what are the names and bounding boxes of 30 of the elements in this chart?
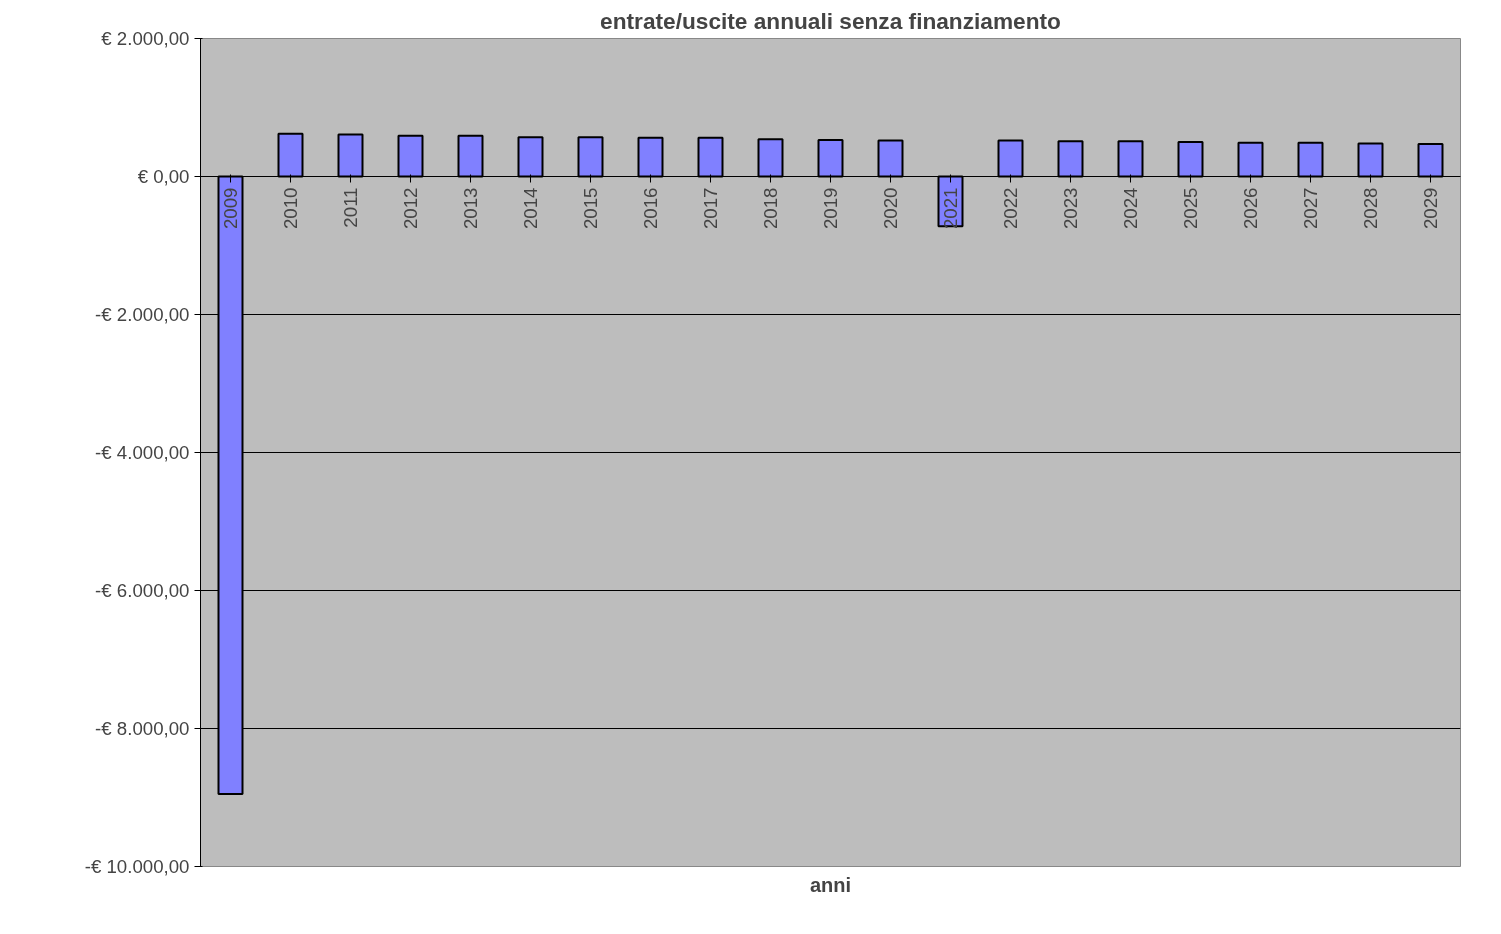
x-tick-label: 2015 bbox=[580, 187, 601, 229]
x-tick-label: 2012 bbox=[400, 187, 421, 229]
x-tick-label: 2017 bbox=[700, 187, 721, 229]
x-tick-label: 2019 bbox=[820, 187, 841, 229]
x-tick-label: 2013 bbox=[460, 187, 481, 229]
x-tick-label: 2027 bbox=[1300, 187, 1321, 229]
y-tick-label: -€ 2.000,00 bbox=[95, 304, 190, 325]
y-tick-label: -€ 10.000,00 bbox=[84, 856, 190, 877]
y-tick-label: -€ 8.000,00 bbox=[95, 718, 190, 739]
x-tick-label: 2023 bbox=[1060, 187, 1081, 229]
x-tick-label: 2010 bbox=[280, 187, 301, 229]
y-tick-label: -€ 4.000,00 bbox=[95, 442, 190, 463]
x-tick-label: 2022 bbox=[1000, 187, 1021, 229]
y-tick-label: € 2.000,00 bbox=[101, 28, 190, 49]
x-tick-label: 2018 bbox=[760, 187, 781, 229]
x-tick-label: 2014 bbox=[520, 187, 541, 229]
x-tick-label: 2029 bbox=[1420, 187, 1441, 229]
x-tick-label: 2011 bbox=[340, 187, 361, 228]
x-tick-label: 2025 bbox=[1180, 187, 1201, 229]
x-tick-label: 2016 bbox=[640, 187, 661, 229]
y-tick-label: -€ 6.000,00 bbox=[95, 580, 190, 601]
x-tick-label: 2020 bbox=[880, 187, 901, 229]
x-tick-label: 2026 bbox=[1240, 187, 1261, 229]
x-tick-label: 2009 bbox=[220, 187, 241, 229]
y-tick-label: € 0,00 bbox=[137, 166, 190, 187]
x-tick-label: 2021 bbox=[940, 187, 961, 229]
x-tick-label: 2028 bbox=[1360, 187, 1381, 229]
chart-title: entrate/uscite annuali senza finanziamento bbox=[600, 7, 1061, 34]
x-axis-title: anni bbox=[809, 873, 852, 896]
x-tick-label: 2024 bbox=[1120, 187, 1141, 229]
